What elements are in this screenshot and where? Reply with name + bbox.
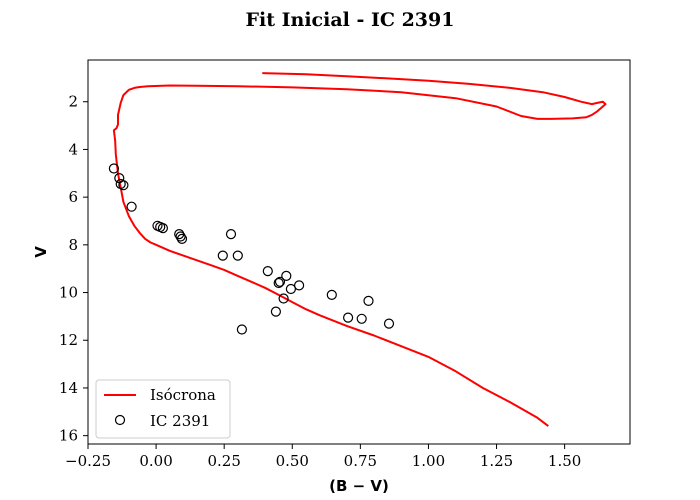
star-point <box>343 312 354 323</box>
y-tick-label: 10 <box>59 284 78 302</box>
star-point <box>108 163 120 174</box>
y-tick-label: 12 <box>59 331 78 349</box>
star-point <box>326 289 337 300</box>
x-tick-label: 0.25 <box>207 452 240 470</box>
star-point <box>236 324 247 335</box>
star-point <box>274 276 286 287</box>
y-tick-label: 4 <box>68 140 78 158</box>
isochrone-line <box>112 72 607 427</box>
plot-frame <box>87 59 631 445</box>
legend-marker-swatch <box>114 414 126 426</box>
x-axis-label: (B − V) <box>329 477 389 495</box>
star-point <box>232 250 243 261</box>
star-point <box>383 318 395 329</box>
x-tick-label: 1.00 <box>412 452 445 470</box>
star-point <box>270 306 281 317</box>
x-tick-label: 1.25 <box>480 452 513 470</box>
star-point <box>281 270 292 281</box>
star-point <box>157 223 168 234</box>
star-point <box>278 293 289 304</box>
star-point <box>176 233 188 244</box>
star-point <box>126 201 137 212</box>
star-point <box>175 231 186 242</box>
axes: −0.25 0.00 0.25 0.50 0.75 1.00 1.25 1.50 2 4 6 8 10 1… <box>59 93 581 470</box>
star-point <box>285 283 296 295</box>
y-tick-label: 16 <box>59 427 78 445</box>
y-tick-label: 14 <box>59 379 78 397</box>
x-tick-label: 0.00 <box>139 452 172 470</box>
legend: Isócrona IC 2391 <box>95 379 231 439</box>
y-tick-label: 6 <box>68 188 78 206</box>
y-tick-label: 8 <box>68 236 78 254</box>
star-point <box>294 280 305 291</box>
star-point <box>363 295 374 306</box>
star-point <box>273 277 284 289</box>
y-axis-label: V <box>32 246 50 258</box>
star-point <box>217 250 228 261</box>
x-tick-label: 0.50 <box>276 452 309 470</box>
y-tick-label: 2 <box>68 93 78 111</box>
x-tick-label: −0.25 <box>65 452 111 470</box>
plot-area <box>108 72 607 427</box>
chart-title: Fit Inicial - IC 2391 <box>246 9 455 31</box>
legend-label-isocrona: Isócrona <box>150 386 216 404</box>
star-point <box>356 313 367 324</box>
x-tick-label: 1.50 <box>548 452 581 470</box>
legend-label-ic2391: IC 2391 <box>150 412 210 430</box>
star-point <box>262 266 273 277</box>
star-point <box>118 180 129 191</box>
star-point <box>225 229 237 240</box>
x-tick-label: 0.75 <box>344 452 377 470</box>
